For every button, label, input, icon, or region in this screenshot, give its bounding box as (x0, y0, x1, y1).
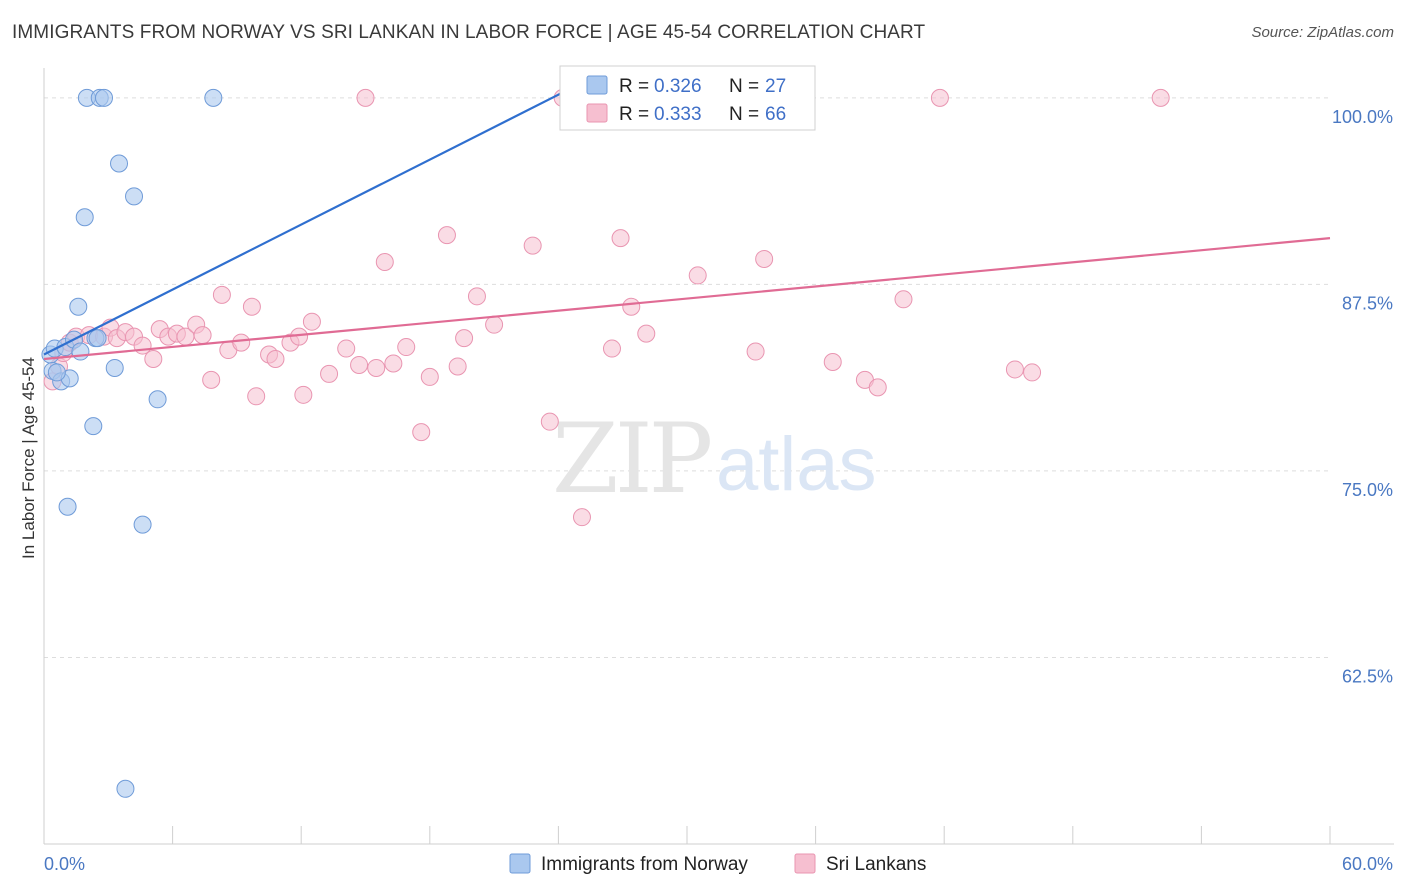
srilanka-trend-line (43, 237, 1331, 361)
srilanka-point (375, 253, 394, 271)
srilanka-point (294, 385, 313, 404)
y-tick-labels: 62.5% 75.0% 87.5% 100.0% (1332, 107, 1393, 687)
srilanka-point (412, 423, 431, 442)
stats-legend: R = 0.326 N = 27 R = 0.333 N = 66 (559, 65, 816, 131)
srilanka-legend-swatch (586, 103, 608, 123)
srilanka-n-value: 66 (765, 104, 786, 125)
x-tick-labels: 0.0% 60.0% (44, 854, 1393, 874)
grid-lines (44, 97, 1330, 658)
srilanka-point (540, 412, 559, 431)
y-tick-label: 100.0% (1332, 107, 1393, 127)
srilanka-point (602, 339, 621, 358)
srilanka-point (755, 250, 774, 269)
legend-label-srilanka: Sri Lankans (826, 854, 926, 875)
legend-swatch-norway (509, 853, 531, 874)
srilanka-point (611, 229, 630, 248)
trend-lines (43, 77, 1331, 361)
srilanka-point (302, 312, 321, 331)
watermark-zip: ZIP (552, 403, 711, 515)
srilanka-point (455, 329, 474, 348)
srilanka-point (448, 357, 467, 376)
srilanka-point (930, 88, 949, 107)
norway-point (75, 208, 94, 227)
norway-point (133, 515, 152, 534)
axes (43, 68, 1394, 845)
srilanka-point (212, 285, 231, 304)
legend-swatch-srilanka (794, 853, 816, 874)
srilanka-point (1023, 363, 1042, 382)
srilanka-point (193, 326, 212, 345)
srilanka-point (1005, 360, 1024, 379)
srilanka-point (356, 88, 375, 107)
x-ticks (43, 826, 1331, 844)
srilanka-point (384, 354, 403, 373)
srilanka-point (232, 333, 251, 352)
srilanka-point (397, 338, 416, 357)
norway-point (84, 417, 103, 436)
srilanka-point (637, 324, 656, 343)
srilanka-point (350, 355, 369, 374)
x-tick-label-min: 0.0% (44, 854, 85, 874)
srilanka-point (202, 370, 221, 389)
srilanka-point (523, 236, 542, 255)
srilanka-n-label: N = (729, 104, 759, 125)
srilanka-point (572, 508, 591, 527)
srilanka-point (247, 387, 266, 406)
srilanka-point (688, 266, 707, 285)
norway-legend-swatch (586, 75, 608, 95)
norway-point (148, 390, 167, 409)
norway-points (41, 88, 619, 798)
series-legend: Immigrants from Norway Sri Lankans (509, 853, 926, 875)
srilanka-point (622, 297, 641, 316)
srilanka-point (242, 297, 261, 316)
norway-point (105, 358, 124, 377)
srilanka-point (894, 290, 913, 309)
srilanka-r-value: 0.333 (654, 104, 702, 125)
y-tick-label: 62.5% (1342, 666, 1393, 686)
srilanka-point (420, 367, 439, 386)
norway-n-label: N = (729, 76, 759, 97)
srilanka-point (337, 339, 356, 358)
norway-point (125, 187, 144, 206)
srilanka-r-label: R = (619, 104, 649, 125)
y-tick-label: 75.0% (1342, 480, 1393, 500)
x-tick-label-max: 60.0% (1342, 854, 1393, 874)
srilanka-point (868, 378, 887, 397)
srilanka-point (485, 315, 504, 334)
srilanka-point (823, 352, 842, 371)
srilanka-point (367, 358, 386, 377)
norway-r-label: R = (619, 76, 649, 97)
sri-lankans-points (43, 88, 1170, 527)
srilanka-point (266, 350, 285, 368)
norway-point (110, 154, 129, 173)
watermark-atlas: atlas (716, 422, 877, 507)
norway-point (95, 88, 114, 107)
srilanka-point (437, 226, 456, 245)
y-axis-title: In Labor Force | Age 45-54 (19, 357, 38, 559)
norway-point (71, 342, 90, 361)
srilanka-point (467, 287, 486, 306)
norway-point (69, 297, 88, 316)
norway-point (204, 88, 223, 107)
norway-trend-line (43, 77, 592, 356)
norway-point (116, 779, 135, 798)
srilanka-point (144, 350, 163, 368)
norway-n-value: 27 (765, 76, 786, 97)
srilanka-point (746, 342, 765, 361)
chart-source: Source: ZipAtlas.com (1251, 24, 1394, 41)
srilanka-point (1151, 88, 1170, 107)
chart-title: IMMIGRANTS FROM NORWAY VS SRI LANKAN IN … (12, 22, 926, 43)
srilanka-point (320, 364, 339, 383)
norway-point (58, 497, 77, 516)
norway-r-value: 0.326 (654, 76, 702, 97)
norway-point (47, 363, 66, 382)
y-tick-label: 87.5% (1342, 293, 1393, 313)
norway-point (88, 329, 107, 348)
legend-label-norway: Immigrants from Norway (541, 854, 748, 875)
watermark: ZIP atlas (552, 403, 877, 515)
